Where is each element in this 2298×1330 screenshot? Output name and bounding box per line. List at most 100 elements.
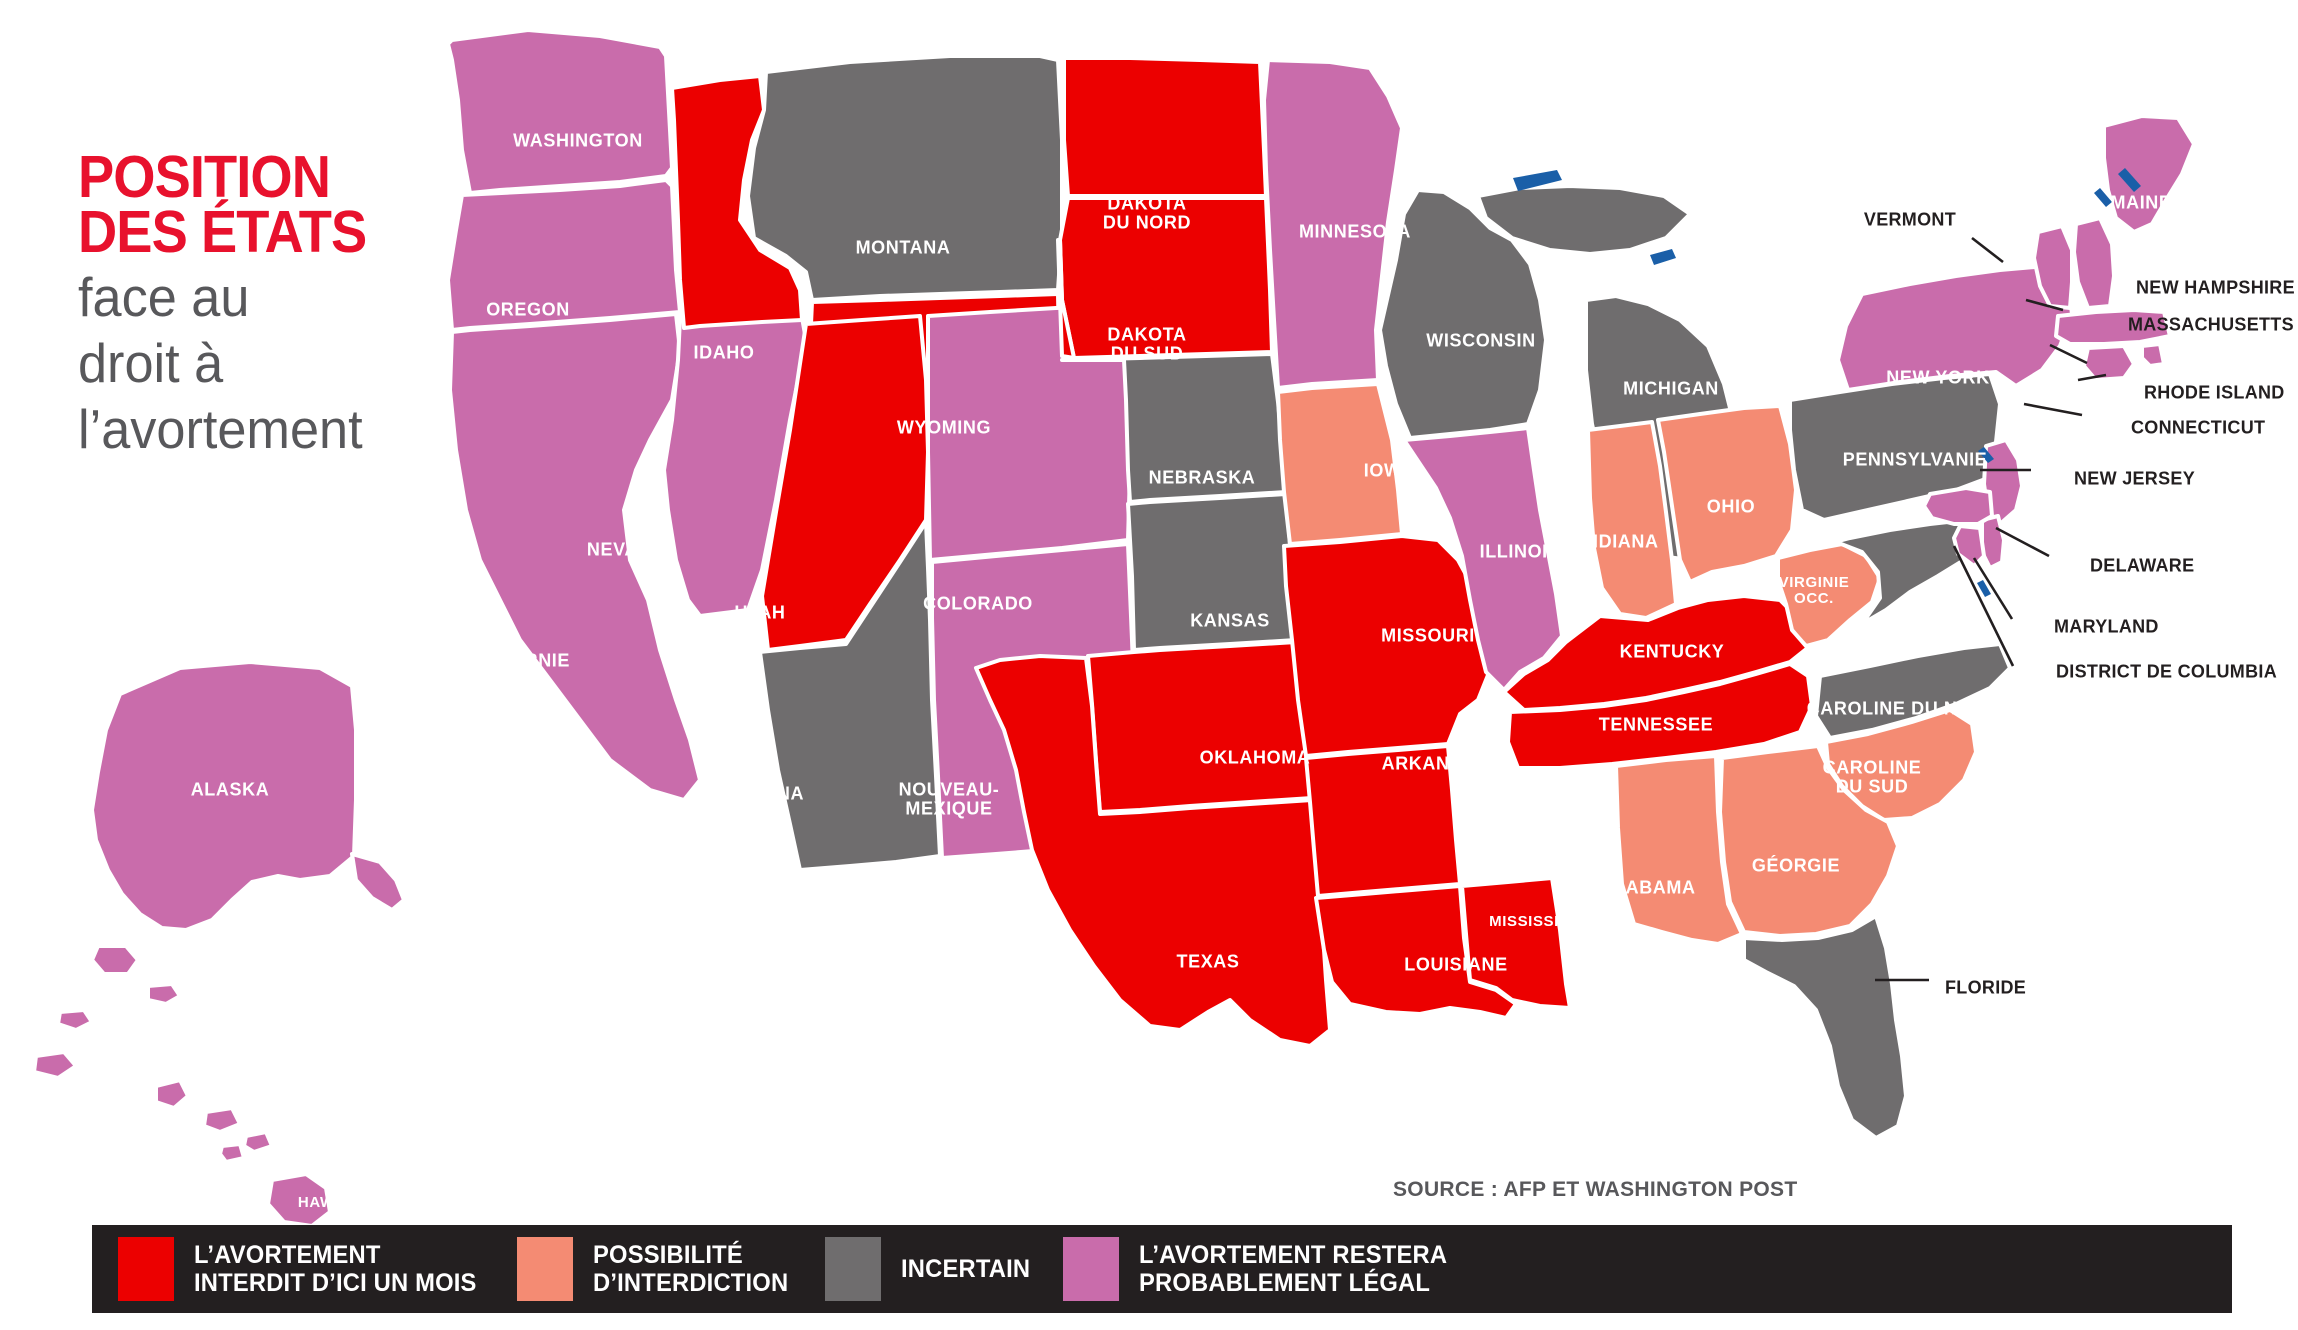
legend-label-line2: D’INTERDICTION [593, 1269, 789, 1297]
state-label-line: NOUVEAU- [898, 779, 1000, 800]
state-label-georgie: GÉORGIE [1751, 855, 1841, 876]
state-label-line: TEXAS [1176, 951, 1240, 972]
callout-label-rhode-island: RHODE ISLAND [2144, 382, 2285, 403]
state-label-illinois: ILLINOIS [1480, 541, 1561, 561]
state-label-line: COLORADO [923, 593, 1033, 614]
state-label-line: MEXIQUE [905, 799, 993, 819]
state-alabama [1614, 754, 1744, 946]
state-label-line: WASHINGTON [513, 130, 643, 151]
state-label-line: VIRGINIE [1778, 573, 1850, 591]
state-label-indiana: INDIANA [1579, 531, 1659, 552]
state-label-dakota-du-nord: DAKOTA DU NORD [1102, 194, 1192, 234]
state-label-kansas: KANSAS [1190, 610, 1270, 631]
state-virginie [1810, 518, 1982, 626]
state-label-ohio: OHIO [1706, 496, 1756, 517]
state-hawai3 [242, 1130, 274, 1154]
state-label-pennsylvanie: PENNSYLVANIE [1842, 449, 1988, 470]
state-label-caroline-du-sud: CAROLINE DU SUD [1822, 757, 1922, 798]
callout-label-vermont: VERMONT [1863, 209, 1956, 230]
legend-label-3: L’AVORTEMENT RESTERA PROBABLEMENT LÉGAL [1139, 1241, 1447, 1297]
state-floride [1742, 914, 1908, 1140]
state-label-line: UTAH [734, 602, 786, 623]
state-label-virginie-occ: VIRGINIE OCC. [1778, 573, 1850, 607]
state-hawai2 [202, 1106, 242, 1134]
callout-label-delaware: DELAWARE [2090, 555, 2195, 576]
state-label-line: WYOMING [896, 417, 992, 438]
state-label-line: GÉORGIE [1751, 855, 1841, 876]
state-label-line: NEBRASKA [1148, 467, 1256, 488]
legend-label-line1: INCERTAIN [901, 1255, 1031, 1283]
legend-item-1: POSSIBILITÉ D’INTERDICTION [491, 1225, 799, 1313]
state-label-line: CALIFORNIE [454, 650, 570, 671]
state-alaska [90, 660, 358, 932]
state-minnesota [1262, 58, 1404, 390]
legend-swatch-3 [1063, 1237, 1120, 1301]
state-label-line: NEVADA [586, 539, 666, 560]
state-connecticut [2082, 344, 2136, 382]
state-iowa [1276, 382, 1404, 546]
state-georgie [1718, 744, 1900, 938]
state-indiana [1586, 420, 1678, 620]
state-montana [746, 54, 1064, 302]
state-label-arkansas: ARKANSAS [1381, 753, 1489, 774]
callout-label-new-jersey: NEW JERSEY [2074, 468, 2196, 489]
legend-label-1: POSSIBILITÉ D’INTERDICTION [593, 1241, 788, 1297]
state-label-line: ALABAMA [1600, 877, 1696, 898]
state-label-utah: UTAH [734, 602, 786, 623]
state-hawai1 [154, 1078, 190, 1110]
state-missouri [1282, 534, 1492, 758]
state-label-line: MONTANA [855, 237, 951, 258]
state-label-caroline-du-nord: CAROLINE DU NORD [1807, 698, 2000, 718]
state-label-iowa: IOWA [1363, 460, 1415, 481]
state-maine [2102, 114, 2196, 234]
state-label-line: DAKOTA [1107, 324, 1187, 345]
legend-item-0: L’AVORTEMENT INTERDIT D’ICI UN MOIS [92, 1225, 491, 1313]
state-alaska-isl3 [56, 1008, 94, 1032]
state-label-line: ARKANSAS [1381, 753, 1489, 774]
callout-label-massachusetts: MASSACHUSETTS [2128, 314, 2294, 335]
page-subtitle-line3: l’avortement [78, 401, 439, 460]
state-label-line: MICHIGAN [1623, 378, 1719, 399]
state-label-line: CAROLINE [1822, 757, 1922, 778]
state-label-wisconsin: WISCONSIN [1426, 330, 1536, 351]
state-label-line: OCC. [1794, 590, 1834, 607]
state-label-line: INDIANA [1579, 531, 1659, 552]
state-label-line: DU NORD [1102, 213, 1192, 233]
state-label-line: KANSAS [1190, 610, 1270, 631]
state-label-line: PENNSYLVANIE [1842, 449, 1988, 470]
state-label-wyoming: WYOMING [896, 417, 992, 438]
state-label-line: IDAHO [693, 342, 755, 363]
state-label-virginie: VIRGINIE [1858, 621, 1942, 642]
state-label-line: WISCONSIN [1426, 330, 1536, 351]
state-label-nebraska: NEBRASKA [1148, 467, 1256, 488]
legend-swatch-0 [118, 1237, 174, 1301]
legend-label-0: L’AVORTEMENT INTERDIT D’ICI UN MOIS [194, 1241, 477, 1297]
state-new-hampshire [2072, 216, 2116, 310]
page-title-line1: POSITION [78, 144, 331, 210]
state-delaware [1980, 514, 2006, 570]
state-label-line: TENNESSEE [1598, 714, 1714, 735]
state-label-maine: MAINE [2111, 192, 2172, 212]
state-label-line: IOWA [1363, 460, 1415, 481]
legend-item-3: L’AVORTEMENT RESTERA PROBABLEMENT LÉGAL [1037, 1225, 1463, 1313]
state-label-new-york: NEW YORK [1886, 367, 1989, 387]
state-new-york [1836, 264, 2074, 392]
state-hawai4 [218, 1142, 246, 1164]
state-massachusetts [2054, 308, 2172, 346]
callout-label-district-de-columbia: DISTRICT DE COLUMBIA [2056, 661, 2277, 682]
page-subtitle-line2: droit à [78, 335, 439, 394]
state-illinois [1402, 426, 1564, 692]
title-block: POSITION DES ÉTATS face au droit à l’avo… [78, 144, 458, 460]
state-label-line: OHIO [1706, 496, 1756, 517]
state-label-oklahoma: OKLAHOMA [1200, 747, 1311, 767]
state-caroline-du-nord [1814, 642, 2012, 740]
state-vermont [2032, 224, 2074, 310]
state-mississippi [1460, 876, 1572, 1010]
state-label-line: DU SUD [1835, 777, 1909, 797]
state-tennessee [1506, 662, 1814, 770]
legend-label-line2: PROBABLEMENT LÉGAL [1139, 1269, 1431, 1297]
state-label-line: VIRGINIE [1858, 621, 1942, 642]
callout-label-connecticut: CONNECTICUT [2131, 417, 2266, 438]
